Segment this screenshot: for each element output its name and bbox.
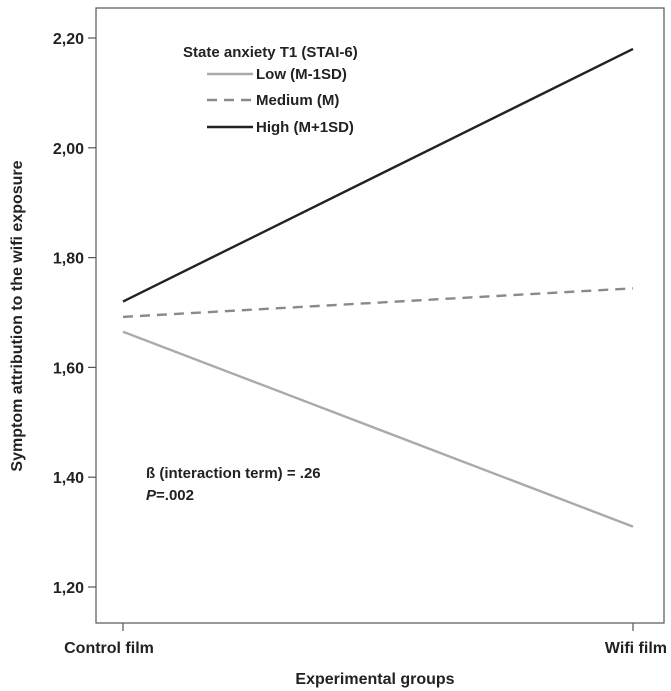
p-value: =.002 <box>156 487 194 504</box>
series-line <box>122 287 634 319</box>
y-tick-label: 2,20 <box>53 31 84 48</box>
y-tick-label: 1,60 <box>53 360 84 377</box>
legend-label: Medium (M) <box>256 92 339 109</box>
legend-entries: Low (M-1SD) Medium (M) High (M+1SD) <box>207 66 354 136</box>
interaction-beta-text: ß (interaction term) = .26 <box>146 465 321 482</box>
y-tick-label: 1,20 <box>53 580 84 597</box>
legend: State anxiety T1 (STAI-6) Low (M-1SD) Med… <box>183 44 358 136</box>
series-line <box>122 330 634 528</box>
legend-label: Low (M-1SD) <box>256 66 347 83</box>
legend-label: High (M+1SD) <box>256 119 354 136</box>
x-axis-ticks: Control film Wifi film <box>64 623 667 657</box>
y-tick-label: 2,00 <box>53 141 84 158</box>
x-axis-label: Experimental groups <box>295 671 454 688</box>
plot-frame <box>95 7 665 624</box>
y-axis-ticks: 1,20 1,40 1,60 1,80 2,00 2,20 <box>53 31 96 597</box>
annotation: ß (interaction term) = .26 P=.002 <box>146 465 321 504</box>
p-label: P <box>146 487 157 504</box>
y-axis-label: Symptom attribution to the wifi exposure <box>9 160 26 471</box>
y-tick-label: 1,80 <box>53 251 84 268</box>
p-value-text: P=.002 <box>146 487 194 504</box>
legend-title: State anxiety T1 (STAI-6) <box>183 44 358 61</box>
y-tick-label: 1,40 <box>53 470 84 487</box>
series-lines <box>122 47 634 528</box>
series-line <box>122 47 634 303</box>
x-tick-label: Wifi film <box>605 640 667 657</box>
x-tick-label: Control film <box>64 640 154 657</box>
